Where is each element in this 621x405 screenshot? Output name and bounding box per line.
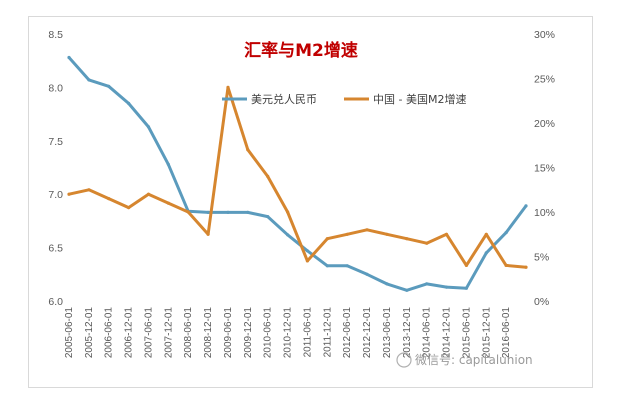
- data-point-usdcny: [166, 162, 170, 166]
- x-tick-label: 2006-12-01: [124, 307, 135, 359]
- data-point-m2-diff: [107, 197, 111, 201]
- data-point-usdcny: [425, 282, 429, 286]
- x-tick-label: 2016-06-01: [501, 307, 512, 359]
- y-right-tick-label: 15%: [534, 163, 555, 175]
- data-point-usdcny: [87, 78, 91, 82]
- data-point-m2-diff: [286, 210, 290, 214]
- data-point-usdcny: [484, 251, 488, 255]
- x-tick-label: 2012-12-01: [362, 307, 373, 359]
- x-tick-label: 2014-12-01: [442, 307, 453, 359]
- chart-background: [29, 17, 592, 387]
- legend-label-usdcny: 美元兑人民币: [251, 92, 317, 106]
- y-right-ticks: 30% 25% 20% 15% 10% 5% 0%: [534, 29, 555, 308]
- x-tick-label: 2005-06-01: [64, 307, 75, 359]
- data-point-m2-diff: [266, 174, 270, 178]
- y-right-tick-label: 10%: [534, 207, 555, 219]
- wechat-icon: [396, 352, 412, 368]
- y-right-tick-label: 0%: [534, 296, 549, 308]
- data-point-usdcny: [206, 210, 210, 214]
- x-tick-label: 2010-12-01: [283, 307, 294, 359]
- data-point-usdcny: [67, 55, 71, 60]
- data-point-usdcny: [504, 231, 508, 235]
- data-point-usdcny: [266, 215, 270, 219]
- data-point-m2-diff: [504, 263, 508, 267]
- data-point-m2-diff: [365, 228, 369, 232]
- data-point-m2-diff: [444, 232, 449, 236]
- x-tick-label: 2013-06-01: [382, 307, 393, 359]
- data-point-usdcny: [464, 286, 468, 290]
- data-point-m2-diff: [405, 237, 409, 241]
- data-point-m2-diff: [385, 232, 389, 236]
- x-tick-label: 2014-06-01: [422, 307, 433, 359]
- y-left-tick-label: 6.0: [48, 296, 63, 308]
- y-left-ticks: 8.5 8.0 7.5 7.0 6.5 6.0: [48, 29, 63, 308]
- x-tick-label: 2008-12-01: [203, 307, 214, 359]
- data-point-m2-diff: [87, 188, 91, 192]
- x-tick-label: 2011-06-01: [302, 307, 313, 358]
- chart-svg: 汇率与M2增速 8.5 8.0 7.5 7.0 6.5 6.0 30% 25% 20% 15% 1…: [29, 17, 592, 387]
- data-point-m2-diff: [166, 201, 170, 205]
- x-tick-label: 2005-12-01: [84, 307, 95, 359]
- x-tick-label: 2008-06-01: [183, 307, 194, 359]
- data-point-m2-diff: [345, 232, 349, 236]
- data-point-usdcny: [305, 249, 309, 253]
- y-left-tick-label: 6.5: [48, 243, 63, 255]
- data-point-m2-diff: [246, 148, 250, 152]
- x-tick-label: 2006-06-01: [104, 307, 115, 359]
- watermark: 微信号: capitalunion: [396, 352, 533, 368]
- y-right-tick-label: 30%: [534, 29, 555, 41]
- series-layer: [67, 55, 528, 292]
- data-point-usdcny: [524, 204, 528, 208]
- legend: 美元兑人民币 中国 - 美国M2增速: [222, 92, 466, 106]
- chart-frame: 汇率与M2增速 8.5 8.0 7.5 7.0 6.5 6.0 30% 25% 20% 15% 1…: [28, 16, 593, 388]
- x-tick-label: 2013-12-01: [402, 307, 413, 359]
- x-ticks: 2005-06-01 2005-12-01 2006-06-01 2006-12-01…: [64, 307, 512, 359]
- x-tick-label: 2007-12-01: [163, 307, 174, 359]
- x-tick-label: 2007-06-01: [143, 307, 154, 359]
- x-tick-label: 2015-06-01: [461, 307, 472, 359]
- x-tick-label: 2009-12-01: [243, 307, 254, 359]
- series-line-m2-diff: [67, 85, 528, 269]
- data-point-usdcny: [107, 84, 111, 88]
- data-point-m2-diff: [305, 259, 309, 263]
- y-right-tick-label: 20%: [534, 118, 555, 130]
- data-point-usdcny: [444, 285, 449, 289]
- y-left-tick-label: 7.5: [48, 136, 63, 148]
- data-point-m2-diff: [325, 237, 329, 241]
- x-tick-label: 2015-12-01: [481, 307, 492, 359]
- data-point-m2-diff: [226, 85, 230, 89]
- data-point-usdcny: [325, 264, 329, 268]
- x-tick-label: 2010-06-01: [263, 307, 274, 359]
- data-point-usdcny: [286, 233, 290, 237]
- data-point-m2-diff: [67, 192, 71, 196]
- y-left-tick-label: 8.0: [48, 82, 63, 94]
- data-point-usdcny: [405, 288, 409, 292]
- data-point-usdcny: [127, 101, 131, 105]
- legend-label-m2-diff: 中国 - 美国M2增速: [373, 92, 466, 106]
- x-tick-label: 2009-06-01: [223, 307, 234, 359]
- x-tick-label: 2011-12-01: [322, 307, 333, 358]
- data-point-m2-diff: [146, 192, 151, 196]
- series-line-usdcny: [67, 56, 528, 292]
- y-right-tick-label: 25%: [534, 74, 555, 86]
- y-right-tick-label: 5%: [534, 252, 549, 264]
- data-point-usdcny: [246, 210, 250, 214]
- data-point-m2-diff: [127, 206, 131, 210]
- data-point-m2-diff: [206, 232, 210, 236]
- data-point-usdcny: [146, 125, 151, 129]
- data-point-m2-diff: [186, 210, 190, 214]
- y-left-tick-label: 8.5: [48, 29, 63, 41]
- data-point-m2-diff: [425, 241, 429, 245]
- watermark-text: 微信号: capitalunion: [415, 353, 533, 367]
- data-point-m2-diff: [524, 265, 528, 269]
- chart-title: 汇率与M2增速: [244, 40, 358, 61]
- data-point-usdcny: [226, 210, 230, 214]
- data-point-usdcny: [365, 272, 369, 276]
- x-tick-label: 2012-06-01: [342, 307, 353, 359]
- y-left-tick-label: 7.0: [48, 189, 63, 201]
- data-point-m2-diff: [464, 263, 468, 267]
- data-point-usdcny: [345, 264, 349, 268]
- data-point-m2-diff: [484, 232, 488, 236]
- data-point-usdcny: [385, 282, 389, 286]
